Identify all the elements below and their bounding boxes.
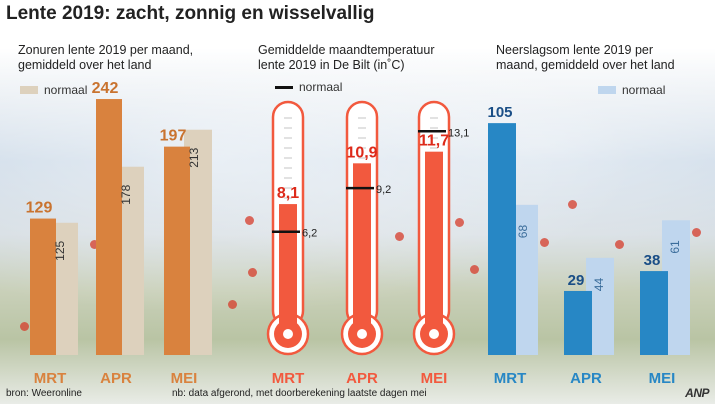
sun-bar xyxy=(96,99,122,356)
rain-legend-label: normaal xyxy=(622,83,666,97)
poppy-decoration xyxy=(90,240,99,249)
temp-value-label: 8,1 xyxy=(277,185,299,202)
sun-value-label: 242 xyxy=(92,80,119,97)
poppy-decoration xyxy=(470,265,479,274)
poppy-decoration xyxy=(540,238,549,247)
rain-chart-title: Neerslagsom lente 2019 per maand, gemidd… xyxy=(496,43,675,73)
data-note: nb: data afgerond, met doorberekening la… xyxy=(172,388,427,399)
poppy-decoration xyxy=(395,232,404,241)
infographic-title: Lente 2019: zacht, zonnig en wisselvalli… xyxy=(6,3,375,24)
poppy-decoration xyxy=(248,268,257,277)
rain-chart-title-line: Neerslagsom lente 2019 per xyxy=(496,43,654,57)
thermometer-bulb-dot xyxy=(429,329,439,339)
temp-fill-bar xyxy=(279,204,297,326)
temp-chart-title: Gemiddelde maandtemperatuur lente 2019 i… xyxy=(258,43,435,73)
temp-fill-bar xyxy=(353,163,371,326)
sun-bar xyxy=(30,218,56,355)
temp-legend: normaal xyxy=(275,80,342,94)
rain-month-label: MRT xyxy=(494,370,527,387)
sun-chart-title: Zonuren lente 2019 per maand, gemiddeld … xyxy=(18,43,193,73)
temp-normal-label: 9,2 xyxy=(376,184,391,196)
sun-value-label: 197 xyxy=(160,128,187,145)
sun-normal-swatch xyxy=(20,86,38,94)
rain-bar xyxy=(564,290,592,355)
rain-bar xyxy=(640,271,668,355)
poppy-decoration xyxy=(20,322,29,331)
source-note: bron: Weeronline xyxy=(6,388,82,399)
thermometer-bulb-dot xyxy=(283,329,293,339)
rain-legend: normaal xyxy=(598,83,665,97)
rain-normal-label: 44 xyxy=(592,278,606,292)
rain-normal-swatch xyxy=(598,86,616,94)
sun-month-label: MRT xyxy=(34,370,67,387)
temp-month-label: MEI xyxy=(421,370,448,387)
temp-value-label: 10,9 xyxy=(346,144,377,161)
sun-normal-label: 178 xyxy=(119,184,133,204)
temp-chart-title-line: Gemiddelde maandtemperatuur xyxy=(258,43,435,57)
poppy-decoration xyxy=(568,200,577,209)
poppy-decoration xyxy=(692,228,701,237)
rain-value-label: 29 xyxy=(568,272,585,289)
sun-chart-title-line: gemiddeld over het land xyxy=(18,58,152,72)
poppy-decoration xyxy=(615,240,624,249)
sun-month-label: MEI xyxy=(171,370,198,387)
rain-value-label: 38 xyxy=(644,252,661,269)
anp-logo: ANP xyxy=(685,386,709,400)
temp-legend-label: normaal xyxy=(299,80,343,94)
sun-normal-label: 125 xyxy=(53,240,67,260)
rain-bar xyxy=(488,123,516,355)
temp-chart-title-line: lente 2019 in De Bilt (in˚C) xyxy=(258,58,405,72)
sun-legend: normaal xyxy=(20,83,87,97)
temp-month-label: APR xyxy=(346,370,378,387)
temp-normal-label: 6,2 xyxy=(302,228,317,240)
temp-normal-swatch xyxy=(275,85,293,89)
rain-chart-title-line: maand, gemiddeld over het land xyxy=(496,58,675,72)
thermometer-bulb-dot xyxy=(357,329,367,339)
rain-month-label: APR xyxy=(570,370,602,387)
sun-month-label: APR xyxy=(100,370,132,387)
temp-normal-label: 13,1 xyxy=(448,127,469,139)
sun-chart-title-line: Zonuren lente 2019 per maand, xyxy=(18,43,194,57)
sun-bar xyxy=(164,146,190,355)
rain-normal-label: 61 xyxy=(668,240,682,254)
rain-normal-label: 68 xyxy=(516,225,530,239)
rain-value-label: 105 xyxy=(487,104,512,121)
temp-value-label: 11,7 xyxy=(419,133,449,150)
sun-normal-label: 213 xyxy=(187,147,201,167)
poppy-decoration xyxy=(245,216,254,225)
temp-fill-bar xyxy=(425,151,443,326)
poppy-decoration xyxy=(228,300,237,309)
rain-month-label: MEI xyxy=(649,370,676,387)
sun-value-label: 129 xyxy=(26,200,53,217)
temp-month-label: MRT xyxy=(272,370,305,387)
sun-legend-label: normaal xyxy=(44,83,88,97)
poppy-decoration xyxy=(455,218,464,227)
